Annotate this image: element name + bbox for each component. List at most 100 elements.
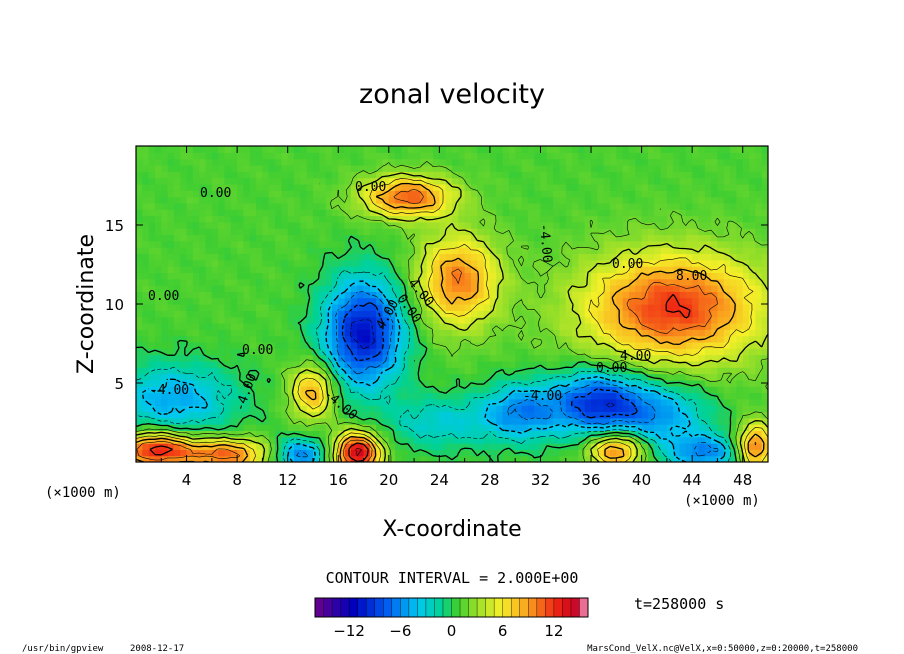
- heatmap-cell: [338, 386, 346, 394]
- heatmap-cell: [199, 304, 207, 311]
- heatmap-cell: [736, 158, 744, 166]
- heatmap-cell: [325, 228, 333, 236]
- heatmap-cell: [673, 272, 681, 280]
- heatmap-cell: [439, 152, 447, 160]
- heatmap-cell: [736, 360, 744, 368]
- heatmap-cell: [224, 215, 232, 223]
- heatmap-cell: [262, 354, 270, 362]
- heatmap-cell: [192, 253, 200, 261]
- heatmap-cell: [363, 443, 371, 450]
- heatmap-cell: [584, 373, 592, 381]
- heatmap-cell: [148, 379, 156, 387]
- heatmap-cell: [420, 234, 428, 242]
- heatmap-cell: [755, 240, 763, 248]
- heatmap-cell: [559, 146, 567, 153]
- heatmap-cell: [458, 417, 466, 425]
- heatmap-cell: [312, 202, 320, 210]
- heatmap-cell: [692, 360, 700, 368]
- heatmap-cell: [711, 285, 719, 292]
- heatmap-cell: [673, 240, 681, 248]
- heatmap-cell: [723, 272, 731, 280]
- heatmap-cell: [142, 177, 150, 185]
- heatmap-cell: [192, 209, 200, 217]
- heatmap-cell: [730, 424, 737, 431]
- heatmap-cell: [540, 367, 548, 375]
- heatmap-cell: [281, 322, 289, 330]
- heatmap-cell: [616, 443, 624, 450]
- heatmap-cell: [458, 354, 466, 362]
- heatmap-cell: [685, 424, 693, 431]
- heatmap-cell: [312, 367, 320, 375]
- heatmap-cell: [452, 443, 459, 450]
- heatmap-cell: [300, 253, 308, 261]
- heatmap-cell: [452, 278, 459, 286]
- heatmap-cell: [458, 272, 466, 280]
- heatmap-cell: [325, 215, 333, 223]
- heatmap-cell: [610, 158, 617, 166]
- heatmap-cell: [300, 360, 308, 368]
- heatmap-cell: [344, 360, 352, 368]
- heatmap-cell: [584, 228, 592, 236]
- heatmap-cell: [186, 183, 194, 191]
- heatmap-cell: [433, 417, 440, 425]
- heatmap-cell: [470, 348, 478, 356]
- heatmap-cell: [331, 449, 339, 457]
- heatmap-cell: [350, 367, 358, 375]
- heatmap-cell: [294, 322, 301, 330]
- heatmap-cell: [584, 152, 592, 160]
- heatmap-cell: [622, 259, 630, 267]
- heatmap-cell: [433, 341, 440, 349]
- heatmap-cell: [616, 272, 624, 280]
- heatmap-cell: [344, 158, 352, 166]
- heatmap-cell: [414, 152, 421, 160]
- heatmap-cell: [211, 285, 219, 292]
- heatmap-cell: [414, 417, 421, 425]
- heatmap-cell: [458, 367, 466, 375]
- heatmap-cell: [420, 417, 428, 425]
- heatmap-cell: [205, 367, 213, 375]
- heatmap-cell: [173, 221, 181, 229]
- heatmap-cell: [591, 240, 598, 248]
- heatmap-cell: [654, 158, 662, 166]
- heatmap-cell: [692, 392, 700, 400]
- heatmap-cell: [584, 202, 592, 210]
- heatmap-cell: [369, 272, 377, 280]
- heatmap-cell: [426, 234, 434, 242]
- heatmap-cell: [357, 354, 365, 362]
- heatmap-cell: [628, 373, 636, 381]
- heatmap-cell: [622, 266, 630, 273]
- heatmap-cell: [199, 278, 207, 286]
- heatmap-cell: [565, 183, 573, 191]
- heatmap-cell: [622, 348, 630, 356]
- heatmap-cell: [736, 322, 744, 330]
- heatmap-cell: [584, 297, 592, 305]
- heatmap-cell: [382, 455, 390, 462]
- heatmap-cell: [540, 146, 548, 153]
- heatmap-cell: [249, 253, 257, 261]
- heatmap-cell: [546, 190, 554, 198]
- heatmap-cell: [584, 392, 592, 400]
- heatmap-cell: [711, 398, 719, 406]
- heatmap-cell: [382, 449, 390, 457]
- heatmap-cell: [407, 278, 415, 286]
- heatmap-cell: [654, 436, 662, 444]
- heatmap-cell: [711, 240, 719, 248]
- heatmap-cell: [736, 253, 744, 261]
- heatmap-cell: [761, 329, 768, 337]
- heatmap-cell: [749, 411, 756, 419]
- heatmap-cell: [508, 158, 516, 166]
- heatmap-cell: [331, 234, 339, 242]
- heatmap-cell: [477, 146, 485, 153]
- heatmap-cell: [647, 354, 655, 362]
- heatmap-cell: [287, 240, 295, 248]
- heatmap-cell: [154, 367, 162, 375]
- heatmap-cell: [610, 253, 617, 261]
- heatmap-cell: [243, 272, 251, 280]
- heatmap-cell: [496, 354, 504, 362]
- heatmap-cell: [521, 221, 529, 229]
- heatmap-cell: [407, 158, 415, 166]
- heatmap-cell: [572, 405, 579, 413]
- heatmap-cell: [597, 183, 605, 191]
- heatmap-cell: [154, 424, 162, 431]
- heatmap-cell: [698, 449, 706, 457]
